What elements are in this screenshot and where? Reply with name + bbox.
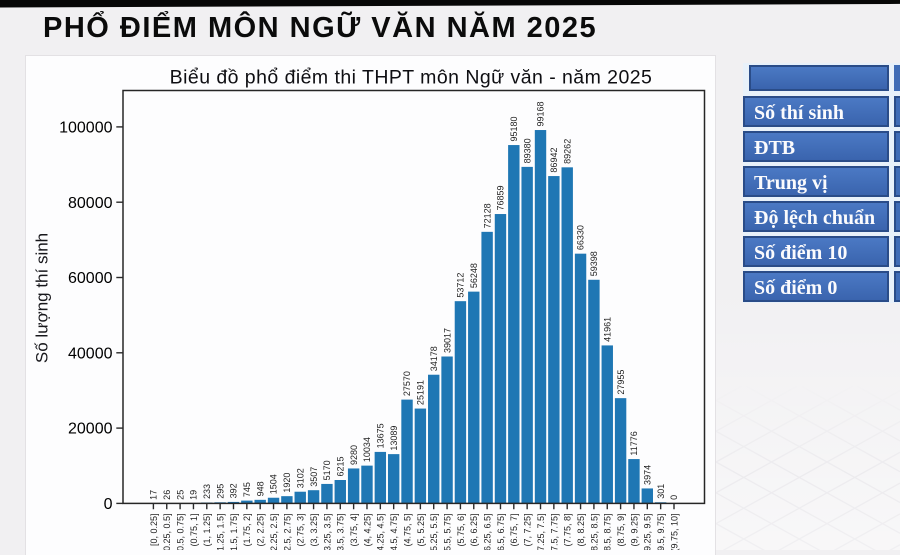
svg-text:(9.5, 9.75]: (9.5, 9.75] bbox=[656, 514, 666, 551]
svg-text:100000: 100000 bbox=[59, 120, 112, 137]
svg-text:(4, 4.25]: (4, 4.25] bbox=[362, 514, 372, 547]
svg-text:25191: 25191 bbox=[416, 380, 426, 405]
svg-text:(8.25, 8.5]: (8.25, 8.5] bbox=[589, 514, 599, 551]
svg-text:76859: 76859 bbox=[496, 185, 506, 210]
svg-text:10034: 10034 bbox=[362, 437, 372, 462]
svg-text:745: 745 bbox=[242, 482, 252, 497]
svg-text:5170: 5170 bbox=[322, 460, 332, 480]
svg-text:(4.25, 4.5]: (4.25, 4.5] bbox=[376, 514, 386, 551]
svg-text:56248: 56248 bbox=[469, 263, 479, 288]
svg-text:233: 233 bbox=[202, 484, 212, 499]
svg-text:39017: 39017 bbox=[442, 328, 452, 353]
svg-text:301: 301 bbox=[656, 484, 666, 499]
svg-text:(6.5, 6.75]: (6.5, 6.75] bbox=[496, 514, 506, 551]
svg-text:41961: 41961 bbox=[602, 317, 612, 342]
svg-text:Biểu đồ phổ điểm thi THPT môn: Biểu đồ phổ điểm thi THPT môn Ngữ văn - … bbox=[170, 67, 653, 89]
svg-text:(5.25, 5.5]: (5.25, 5.5] bbox=[429, 514, 439, 551]
svg-text:(5.75, 6]: (5.75, 6] bbox=[456, 514, 466, 547]
svg-text:948: 948 bbox=[255, 481, 265, 496]
svg-text:(8.5, 8.75]: (8.5, 8.75] bbox=[603, 514, 613, 551]
svg-text:89380: 89380 bbox=[522, 138, 532, 163]
svg-text:(6.75, 7]: (6.75, 7] bbox=[509, 514, 519, 547]
svg-text:(7.75, 8]: (7.75, 8] bbox=[563, 514, 573, 547]
svg-text:25: 25 bbox=[175, 490, 185, 500]
svg-text:(1.25, 1.5]: (1.25, 1.5] bbox=[216, 514, 226, 551]
svg-text:(1.75, 2]: (1.75, 2] bbox=[242, 514, 252, 547]
svg-text:(6.25, 6.5]: (6.25, 6.5] bbox=[483, 514, 493, 551]
svg-text:60000: 60000 bbox=[68, 270, 113, 287]
svg-text:27955: 27955 bbox=[616, 370, 626, 395]
svg-text:53712: 53712 bbox=[456, 273, 466, 298]
svg-text:(0.5, 0.75]: (0.5, 0.75] bbox=[176, 514, 186, 551]
svg-text:(3.5, 3.75]: (3.5, 3.75] bbox=[336, 514, 346, 551]
svg-text:(5, 5.25]: (5, 5.25] bbox=[416, 514, 426, 547]
svg-text:(0.25, 0.5]: (0.25, 0.5] bbox=[162, 514, 172, 551]
svg-text:(9.75, 10]: (9.75, 10] bbox=[669, 514, 679, 551]
svg-text:(2, 2.25]: (2, 2.25] bbox=[256, 514, 266, 547]
svg-text:(4.75, 5]: (4.75, 5] bbox=[402, 514, 412, 547]
svg-text:(7, 7.25]: (7, 7.25] bbox=[523, 514, 533, 547]
svg-text:17: 17 bbox=[149, 490, 159, 500]
svg-text:(5.5, 5.75]: (5.5, 5.75] bbox=[442, 514, 452, 551]
svg-text:3102: 3102 bbox=[295, 468, 305, 488]
svg-text:20000: 20000 bbox=[68, 421, 113, 438]
svg-text:(7.5, 7.75]: (7.5, 7.75] bbox=[549, 514, 559, 551]
svg-text:(7.25, 7.5]: (7.25, 7.5] bbox=[536, 514, 546, 551]
svg-text:3507: 3507 bbox=[309, 467, 319, 487]
svg-text:(1, 1.25]: (1, 1.25] bbox=[202, 514, 212, 547]
svg-text:66330: 66330 bbox=[576, 225, 586, 250]
svg-text:(9.25, 9.5]: (9.25, 9.5] bbox=[643, 514, 653, 551]
svg-text:(2.5, 2.75]: (2.5, 2.75] bbox=[282, 514, 292, 551]
svg-text:1504: 1504 bbox=[269, 474, 279, 494]
svg-text:80000: 80000 bbox=[68, 195, 113, 212]
svg-text:(2.75, 3]: (2.75, 3] bbox=[296, 514, 306, 547]
svg-text:86942: 86942 bbox=[549, 148, 559, 173]
svg-text:(3, 3.25]: (3, 3.25] bbox=[309, 514, 319, 547]
svg-text:59398: 59398 bbox=[589, 251, 599, 276]
svg-text:26: 26 bbox=[162, 490, 172, 500]
svg-text:27570: 27570 bbox=[402, 371, 412, 396]
svg-text:(6, 6.25]: (6, 6.25] bbox=[469, 514, 479, 547]
svg-text:13675: 13675 bbox=[376, 423, 386, 448]
svg-text:(1.5, 1.75]: (1.5, 1.75] bbox=[229, 514, 239, 551]
svg-text:(8, 8.25]: (8, 8.25] bbox=[576, 514, 586, 547]
svg-text:89262: 89262 bbox=[562, 139, 572, 164]
svg-text:3974: 3974 bbox=[643, 465, 653, 485]
svg-text:(3.75, 4]: (3.75, 4] bbox=[349, 514, 359, 547]
svg-text:34178: 34178 bbox=[429, 346, 439, 371]
svg-text:(2.25, 2.5]: (2.25, 2.5] bbox=[269, 514, 279, 551]
svg-text:13089: 13089 bbox=[389, 426, 399, 451]
svg-text:[0, 0.25]: [0, 0.25] bbox=[149, 514, 159, 547]
svg-text:95180: 95180 bbox=[509, 117, 519, 142]
svg-text:(4.5, 4.75]: (4.5, 4.75] bbox=[389, 514, 399, 551]
svg-text:Số lượng thí sinh: Số lượng thí sinh bbox=[33, 233, 52, 363]
svg-text:0: 0 bbox=[669, 495, 679, 500]
svg-text:295: 295 bbox=[215, 484, 225, 499]
svg-text:0: 0 bbox=[104, 496, 113, 513]
svg-text:392: 392 bbox=[229, 483, 239, 498]
svg-text:(3.25, 3.5]: (3.25, 3.5] bbox=[322, 514, 332, 551]
svg-text:(0.75, 1]: (0.75, 1] bbox=[189, 514, 199, 547]
svg-text:99168: 99168 bbox=[536, 101, 546, 126]
svg-text:9280: 9280 bbox=[349, 445, 359, 465]
svg-text:11776: 11776 bbox=[629, 431, 639, 455]
svg-text:(8.75, 9]: (8.75, 9] bbox=[616, 514, 626, 547]
svg-text:40000: 40000 bbox=[68, 345, 113, 362]
svg-text:1920: 1920 bbox=[282, 473, 292, 493]
svg-text:72128: 72128 bbox=[482, 203, 492, 228]
svg-text:19: 19 bbox=[189, 490, 199, 500]
svg-text:(9, 9.25]: (9, 9.25] bbox=[629, 514, 639, 547]
svg-text:6215: 6215 bbox=[335, 456, 345, 476]
